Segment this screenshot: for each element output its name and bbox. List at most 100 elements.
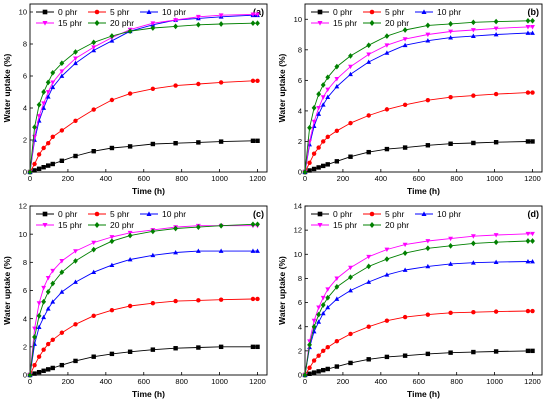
data-point <box>50 365 55 371</box>
legend-label: 15 phr <box>58 18 82 28</box>
data-point <box>325 287 331 292</box>
data-point <box>73 56 78 61</box>
series-15-phr <box>302 231 535 378</box>
legend-label: 10 phr <box>162 7 186 17</box>
data-point <box>41 285 47 291</box>
data-point <box>425 38 431 43</box>
legend-marker <box>421 211 427 216</box>
data-point <box>307 365 312 370</box>
data-point <box>27 169 33 175</box>
data-point <box>425 239 431 244</box>
series-line <box>29 80 258 173</box>
x-tick-label: 600 <box>138 377 151 386</box>
data-point <box>384 33 390 39</box>
data-point <box>316 91 322 97</box>
data-point <box>530 308 535 314</box>
data-point <box>307 371 312 376</box>
data-point <box>255 138 260 143</box>
data-point <box>109 308 115 313</box>
data-point <box>530 258 535 264</box>
data-point <box>59 73 65 78</box>
y-tick-label: 10 <box>19 230 27 239</box>
data-point <box>470 33 476 38</box>
y-tick-label: 10 <box>294 250 302 259</box>
data-point <box>250 344 256 350</box>
legend-label: 0 phr <box>333 7 353 17</box>
data-point <box>46 341 51 347</box>
data-point <box>402 242 408 248</box>
data-point <box>471 310 476 315</box>
data-point <box>50 84 56 90</box>
data-point <box>36 354 42 359</box>
x-tick-label: 600 <box>138 174 151 183</box>
legend-item: 15 phr <box>36 18 82 28</box>
data-point <box>36 369 42 375</box>
series-line <box>29 225 258 376</box>
series-line <box>29 14 258 173</box>
x-tick-label: 1000 <box>211 377 228 386</box>
data-point <box>402 353 408 358</box>
data-point <box>525 258 531 264</box>
data-point <box>384 256 390 262</box>
data-point <box>109 145 115 151</box>
data-point <box>91 107 96 112</box>
data-point <box>50 299 56 304</box>
data-point <box>36 114 42 119</box>
legend-marker <box>369 211 375 217</box>
data-point <box>73 153 78 159</box>
data-point <box>325 366 330 372</box>
data-point <box>36 301 42 306</box>
data-point <box>425 143 431 148</box>
data-point <box>311 119 317 125</box>
y-tick-label: 8 <box>298 45 302 54</box>
legend-label: 20 phr <box>110 220 134 230</box>
data-point <box>493 140 499 145</box>
data-point <box>250 78 256 84</box>
data-point <box>196 345 201 350</box>
y-axis-title: Water uptake (%) <box>277 54 287 123</box>
data-point <box>493 18 499 25</box>
chart-panel-c: 0 200 400 600 800 1000 1200 0 2 4 6 8 10 12 Time (h) Wa… <box>2 202 268 399</box>
x-tick-label: 200 <box>337 377 350 386</box>
data-point <box>73 249 78 254</box>
y-axis-title: Water uptake (%) <box>2 256 12 325</box>
data-point <box>41 89 47 95</box>
data-point <box>91 313 96 319</box>
data-point <box>36 166 42 171</box>
x-axis-title: Time (h) <box>132 186 165 196</box>
data-point <box>325 304 331 310</box>
data-point <box>218 13 224 18</box>
data-point <box>348 265 353 271</box>
legend-label: 5 phr <box>385 7 405 17</box>
data-point <box>59 289 65 294</box>
data-point <box>127 144 133 149</box>
data-point <box>127 91 133 96</box>
legend-label: 0 phr <box>58 209 78 219</box>
x-tick-label: 400 <box>100 174 113 183</box>
data-point <box>250 221 256 228</box>
data-point <box>109 235 115 240</box>
data-point <box>109 351 115 357</box>
data-point <box>402 42 408 48</box>
data-point <box>334 128 340 133</box>
y-tick-label: 2 <box>23 342 27 351</box>
data-point <box>173 249 179 255</box>
data-point <box>150 25 156 31</box>
legend-marker <box>369 222 375 228</box>
data-point <box>91 354 96 359</box>
data-point <box>36 324 42 329</box>
data-point <box>493 91 499 97</box>
data-point <box>316 353 321 358</box>
data-point <box>402 314 408 320</box>
data-point <box>402 250 408 256</box>
series-line <box>304 26 533 173</box>
x-tick-label: 1200 <box>249 377 266 386</box>
legend-label: 15 phr <box>333 220 357 230</box>
data-point <box>320 302 326 308</box>
data-point <box>493 26 499 31</box>
data-point <box>448 350 453 355</box>
data-point <box>425 98 431 103</box>
data-point <box>127 303 133 309</box>
data-point <box>32 124 37 131</box>
series-10-phr <box>302 258 535 377</box>
